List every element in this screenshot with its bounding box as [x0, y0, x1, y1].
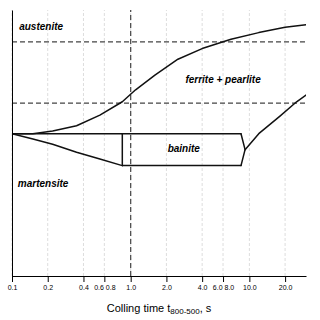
- series-line: [122, 165, 241, 167]
- annotation: ferrite + pearlite: [185, 74, 261, 85]
- y-axis: [12, 11, 13, 277]
- x-tick: 1.0: [126, 276, 136, 291]
- x-tick-label: 0.1: [8, 284, 18, 291]
- x-tick-mark: [48, 276, 49, 282]
- x-tick-label: 1.0: [126, 284, 136, 291]
- series-line: [12, 134, 122, 166]
- grid-line: [249, 10, 250, 276]
- x-tick-mark: [249, 276, 250, 282]
- grid-line: [130, 10, 131, 276]
- annotation: martensite: [18, 178, 69, 189]
- x-tick: 0.6 0.8: [94, 276, 116, 291]
- x-tick-label: 20.0: [279, 284, 293, 291]
- x-tick-mark: [223, 276, 224, 282]
- y-axis-line: [12, 11, 13, 277]
- annotation: bainite: [168, 143, 201, 154]
- series-line: [12, 25, 306, 134]
- grid-line: [202, 10, 203, 276]
- x-tick: 0.2: [43, 276, 53, 291]
- reference-line: [12, 41, 306, 42]
- x-tick-mark: [83, 276, 84, 282]
- reference-line: [12, 102, 306, 103]
- x-axis-title-part: Colling time t: [107, 302, 171, 314]
- x-tick-mark: [202, 276, 203, 282]
- grid-line: [285, 10, 286, 276]
- x-tick: 0.1: [8, 276, 18, 291]
- series-line: [122, 134, 124, 166]
- x-tick: 10.0: [243, 276, 257, 291]
- x-tick: 20.0: [279, 276, 293, 291]
- grid-line: [83, 10, 84, 276]
- x-tick-label: 4.0: [198, 284, 208, 291]
- grid-line: [12, 10, 13, 276]
- annotation: austenite: [19, 21, 63, 32]
- x-tick: 6.0 8.0: [213, 276, 235, 291]
- grid-line: [104, 10, 105, 276]
- series-line: [12, 133, 122, 135]
- reference-line: [130, 10, 131, 276]
- x-tick-mark: [131, 276, 132, 282]
- x-axis-title: Colling time t800-500, s: [107, 302, 212, 316]
- x-tick-mark: [12, 276, 13, 282]
- x-axis: 0.1 0.2 0.4 0.6 0.8 1.0 2.0 4.0 6.0 8.0 10.0 20.0: [8, 276, 307, 291]
- x-tick-label: 0.6 0.8: [94, 284, 116, 291]
- grid-line: [223, 10, 224, 276]
- x-tick-label: 10.0: [243, 284, 257, 291]
- x-tick-label: 2.0: [162, 284, 172, 291]
- chart: 0.1 0.2 0.4 0.6 0.8 1.0 2.0 4.0 6.0 8.0 10.0 20.0…: [0, 0, 320, 320]
- x-tick-mark: [285, 276, 286, 282]
- x-tick-label: 0.2: [43, 284, 53, 291]
- x-axis-line: [13, 276, 307, 277]
- x-axis-title-part: 800-500: [170, 307, 200, 316]
- x-tick: 0.4: [79, 276, 89, 291]
- x-axis-title-part: , s: [200, 302, 212, 314]
- x-tick-label: 0.4: [79, 284, 89, 291]
- x-tick-mark: [166, 276, 167, 282]
- x-tick-label: 6.0 8.0: [213, 284, 235, 291]
- grid: [12, 10, 285, 276]
- series-line: [245, 95, 306, 150]
- x-tick: 4.0: [198, 276, 208, 291]
- x-tick: 2.0: [162, 276, 172, 291]
- plot-area: [12, 10, 306, 276]
- series-line: [122, 133, 241, 135]
- annotations: austenite ferrite + pearlite bainite marten…: [18, 21, 261, 189]
- x-tick-mark: [104, 276, 105, 282]
